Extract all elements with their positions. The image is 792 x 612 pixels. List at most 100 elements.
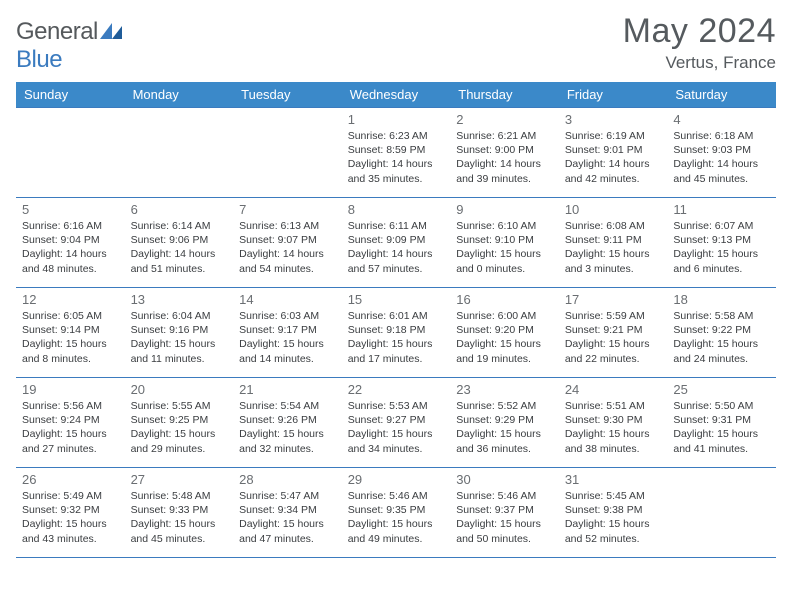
day-number: 24 xyxy=(565,382,662,397)
day-info: Sunrise: 5:50 AMSunset: 9:31 PMDaylight:… xyxy=(673,399,770,456)
weekday-header: Friday xyxy=(559,82,668,108)
day-info: Sunrise: 5:53 AMSunset: 9:27 PMDaylight:… xyxy=(348,399,445,456)
day-info: Sunrise: 6:00 AMSunset: 9:20 PMDaylight:… xyxy=(456,309,553,366)
calendar-cell: 22Sunrise: 5:53 AMSunset: 9:27 PMDayligh… xyxy=(342,378,451,468)
day-number: 4 xyxy=(673,112,770,127)
day-number: 3 xyxy=(565,112,662,127)
calendar-cell: 18Sunrise: 5:58 AMSunset: 9:22 PMDayligh… xyxy=(667,288,776,378)
day-number: 20 xyxy=(131,382,228,397)
day-number: 28 xyxy=(239,472,336,487)
day-info: Sunrise: 6:11 AMSunset: 9:09 PMDaylight:… xyxy=(348,219,445,276)
day-number: 29 xyxy=(348,472,445,487)
calendar-cell: 2 Sunrise: 6:21 AMSunset: 9:00 PMDaylight… xyxy=(450,108,559,198)
calendar-cell: 11Sunrise: 6:07 AMSunset: 9:13 PMDayligh… xyxy=(667,198,776,288)
day-info: Sunrise: 6:21 AMSunset: 9:00 PMDaylight:… xyxy=(456,129,553,186)
weekday-header: Tuesday xyxy=(233,82,342,108)
calendar-cell xyxy=(16,108,125,198)
day-info: Sunrise: 6:08 AMSunset: 9:11 PMDaylight:… xyxy=(565,219,662,276)
calendar-cell: 9Sunrise: 6:10 AMSunset: 9:10 PMDaylight… xyxy=(450,198,559,288)
day-info: Sunrise: 6:07 AMSunset: 9:13 PMDaylight:… xyxy=(673,219,770,276)
weekday-header: Sunday xyxy=(16,82,125,108)
day-number: 19 xyxy=(22,382,119,397)
day-info: Sunrise: 5:47 AMSunset: 9:34 PMDaylight:… xyxy=(239,489,336,546)
calendar-cell: 28 Sunrise: 5:47 AMSunset: 9:34 PMDayligh… xyxy=(233,468,342,558)
calendar-row: 19 Sunrise: 5:56 AMSunset: 9:24 PMDayligh… xyxy=(16,378,776,468)
day-number: 9 xyxy=(456,202,553,217)
day-info: Sunrise: 6:19 AMSunset: 9:01 PMDaylight:… xyxy=(565,129,662,186)
calendar-cell: 31Sunrise: 5:45 AMSunset: 9:38 PMDayligh… xyxy=(559,468,668,558)
day-number: 18 xyxy=(673,292,770,307)
location: Vertus, France xyxy=(623,53,776,73)
title-block: May 2024 Vertus, France xyxy=(623,12,776,73)
day-info: Sunrise: 5:46 AMSunset: 9:37 PMDaylight:… xyxy=(456,489,553,546)
logo-text: General Blue xyxy=(16,18,122,74)
logo-mark-icon xyxy=(100,18,122,36)
day-info: Sunrise: 5:49 AMSunset: 9:32 PMDaylight:… xyxy=(22,489,119,546)
calendar-row: 5 Sunrise: 6:16 AMSunset: 9:04 PMDaylight… xyxy=(16,198,776,288)
day-number: 12 xyxy=(22,292,119,307)
calendar-row: 12 Sunrise: 6:05 AMSunset: 9:14 PMDayligh… xyxy=(16,288,776,378)
calendar-cell xyxy=(233,108,342,198)
calendar-table: SundayMondayTuesdayWednesdayThursdayFrid… xyxy=(16,82,776,558)
day-info: Sunrise: 5:48 AMSunset: 9:33 PMDaylight:… xyxy=(131,489,228,546)
calendar-cell: 15Sunrise: 6:01 AMSunset: 9:18 PMDayligh… xyxy=(342,288,451,378)
calendar-cell: 30 Sunrise: 5:46 AMSunset: 9:37 PMDayligh… xyxy=(450,468,559,558)
day-info: Sunrise: 6:16 AMSunset: 9:04 PMDaylight:… xyxy=(22,219,119,276)
calendar-cell xyxy=(667,468,776,558)
day-info: Sunrise: 5:51 AMSunset: 9:30 PMDaylight:… xyxy=(565,399,662,456)
calendar-cell: 6 Sunrise: 6:14 AMSunset: 9:06 PMDaylight… xyxy=(125,198,234,288)
day-info: Sunrise: 5:52 AMSunset: 9:29 PMDaylight:… xyxy=(456,399,553,456)
day-number: 30 xyxy=(456,472,553,487)
day-number: 10 xyxy=(565,202,662,217)
calendar-row: 1 Sunrise: 6:23 AMSunset: 8:59 PMDaylight… xyxy=(16,108,776,198)
calendar-cell: 27 Sunrise: 5:48 AMSunset: 9:33 PMDayligh… xyxy=(125,468,234,558)
weekday-header: Wednesday xyxy=(342,82,451,108)
calendar-cell: 10 Sunrise: 6:08 AMSunset: 9:11 PMDayligh… xyxy=(559,198,668,288)
day-info: Sunrise: 6:14 AMSunset: 9:06 PMDaylight:… xyxy=(131,219,228,276)
day-info: Sunrise: 6:04 AMSunset: 9:16 PMDaylight:… xyxy=(131,309,228,366)
calendar-cell: 4 Sunrise: 6:18 AMSunset: 9:03 PMDaylight… xyxy=(667,108,776,198)
calendar-cell: 12 Sunrise: 6:05 AMSunset: 9:14 PMDayligh… xyxy=(16,288,125,378)
calendar-cell: 5 Sunrise: 6:16 AMSunset: 9:04 PMDaylight… xyxy=(16,198,125,288)
calendar-cell: 1 Sunrise: 6:23 AMSunset: 8:59 PMDaylight… xyxy=(342,108,451,198)
logo-part1: General xyxy=(16,18,98,45)
day-number: 2 xyxy=(456,112,553,127)
calendar-cell: 25 Sunrise: 5:50 AMSunset: 9:31 PMDayligh… xyxy=(667,378,776,468)
weekday-header: Saturday xyxy=(667,82,776,108)
day-info: Sunrise: 5:59 AMSunset: 9:21 PMDaylight:… xyxy=(565,309,662,366)
day-number: 13 xyxy=(131,292,228,307)
logo-part2: Blue xyxy=(16,46,62,73)
day-info: Sunrise: 6:05 AMSunset: 9:14 PMDaylight:… xyxy=(22,309,119,366)
calendar-page: General Blue May 2024 Vertus, France Sun… xyxy=(0,0,792,612)
day-info: Sunrise: 6:23 AMSunset: 8:59 PMDaylight:… xyxy=(348,129,445,186)
day-info: Sunrise: 5:56 AMSunset: 9:24 PMDaylight:… xyxy=(22,399,119,456)
day-number: 1 xyxy=(348,112,445,127)
page-title: May 2024 xyxy=(623,12,776,51)
day-number: 25 xyxy=(673,382,770,397)
weekday-header: Monday xyxy=(125,82,234,108)
calendar-cell: 17 Sunrise: 5:59 AMSunset: 9:21 PMDayligh… xyxy=(559,288,668,378)
day-number: 27 xyxy=(131,472,228,487)
day-number: 6 xyxy=(131,202,228,217)
calendar-cell: 26 Sunrise: 5:49 AMSunset: 9:32 PMDayligh… xyxy=(16,468,125,558)
header: General Blue May 2024 Vertus, France xyxy=(16,12,776,74)
day-number: 21 xyxy=(239,382,336,397)
calendar-cell xyxy=(125,108,234,198)
calendar-cell: 23Sunrise: 5:52 AMSunset: 9:29 PMDayligh… xyxy=(450,378,559,468)
day-number: 17 xyxy=(565,292,662,307)
weekday-header: Thursday xyxy=(450,82,559,108)
day-info: Sunrise: 5:46 AMSunset: 9:35 PMDaylight:… xyxy=(348,489,445,546)
calendar-cell: 13 Sunrise: 6:04 AMSunset: 9:16 PMDayligh… xyxy=(125,288,234,378)
calendar-row: 26 Sunrise: 5:49 AMSunset: 9:32 PMDayligh… xyxy=(16,468,776,558)
calendar-cell: 16 Sunrise: 6:00 AMSunset: 9:20 PMDayligh… xyxy=(450,288,559,378)
day-info: Sunrise: 5:55 AMSunset: 9:25 PMDaylight:… xyxy=(131,399,228,456)
day-number: 14 xyxy=(239,292,336,307)
day-number: 16 xyxy=(456,292,553,307)
day-info: Sunrise: 6:18 AMSunset: 9:03 PMDaylight:… xyxy=(673,129,770,186)
day-number: 26 xyxy=(22,472,119,487)
calendar-cell: 21Sunrise: 5:54 AMSunset: 9:26 PMDayligh… xyxy=(233,378,342,468)
day-number: 5 xyxy=(22,202,119,217)
calendar-cell: 19 Sunrise: 5:56 AMSunset: 9:24 PMDayligh… xyxy=(16,378,125,468)
day-number: 15 xyxy=(348,292,445,307)
calendar-body: 1 Sunrise: 6:23 AMSunset: 8:59 PMDaylight… xyxy=(16,108,776,558)
